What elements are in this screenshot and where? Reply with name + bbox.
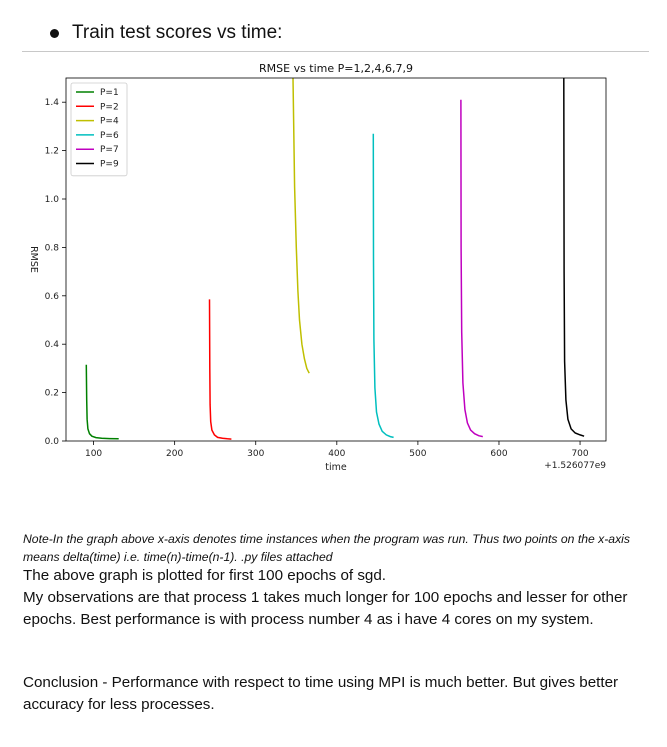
- rmse-chart: RMSE vs time P=1,2,4,6,7,9 100 200 300 400 50…: [28, 62, 607, 473]
- legend-label: P=7: [100, 145, 119, 155]
- heading-text: Train test scores vs time:: [72, 22, 283, 43]
- paragraph-conclusion: Conclusion - Performance with respect to…: [23, 674, 619, 713]
- series-line-2: [208, 299, 232, 440]
- y-tick-label: 0.8: [45, 243, 60, 253]
- x-tick-label: 500: [409, 449, 426, 459]
- y-tick-label: 1.2: [45, 147, 59, 157]
- chart-title: RMSE vs time P=1,2,4,6,7,9: [259, 62, 413, 75]
- divider: [22, 51, 649, 52]
- y-tick-label: 1.4: [45, 98, 60, 108]
- x-tick-label: 700: [571, 449, 588, 459]
- series-line-3: [292, 78, 310, 374]
- series-line-5: [460, 99, 483, 438]
- plot-frame: [65, 77, 607, 442]
- paragraph-observations: My observations are that process 1 takes…: [23, 589, 628, 628]
- x-offset-label: +1.526077e9: [544, 461, 606, 471]
- x-tick-label: 600: [490, 449, 507, 459]
- note-text: Note-In the graph above x-axis denotes t…: [23, 532, 630, 564]
- y-tick-label: 0.0: [45, 437, 60, 447]
- series-line-6: [563, 78, 585, 437]
- bullet-icon: [50, 28, 59, 38]
- legend-label: P=1: [100, 88, 119, 98]
- y-tick-label: 1.0: [45, 195, 60, 205]
- y-axis-label: RMSE: [28, 246, 39, 273]
- legend-label: P=6: [100, 131, 119, 141]
- series-line-4: [372, 133, 394, 439]
- legend-label: P=9: [100, 160, 119, 170]
- series-line-1: [85, 364, 119, 440]
- x-axis-label: time: [325, 462, 347, 473]
- y-tick-label: 0.6: [45, 292, 60, 302]
- bullet-heading: Train test scores vs time:: [50, 22, 282, 44]
- paragraph-graph-info: The above graph is plotted for first 100…: [23, 567, 387, 584]
- x-tick-label: 100: [85, 449, 102, 459]
- x-tick-label: 400: [328, 449, 345, 459]
- y-tick-label: 0.4: [45, 340, 60, 350]
- x-tick-label: 300: [247, 449, 264, 459]
- legend-label: P=4: [100, 117, 119, 127]
- y-tick-label: 0.2: [45, 389, 59, 399]
- legend-label: P=2: [100, 102, 119, 112]
- x-tick-label: 200: [166, 449, 183, 459]
